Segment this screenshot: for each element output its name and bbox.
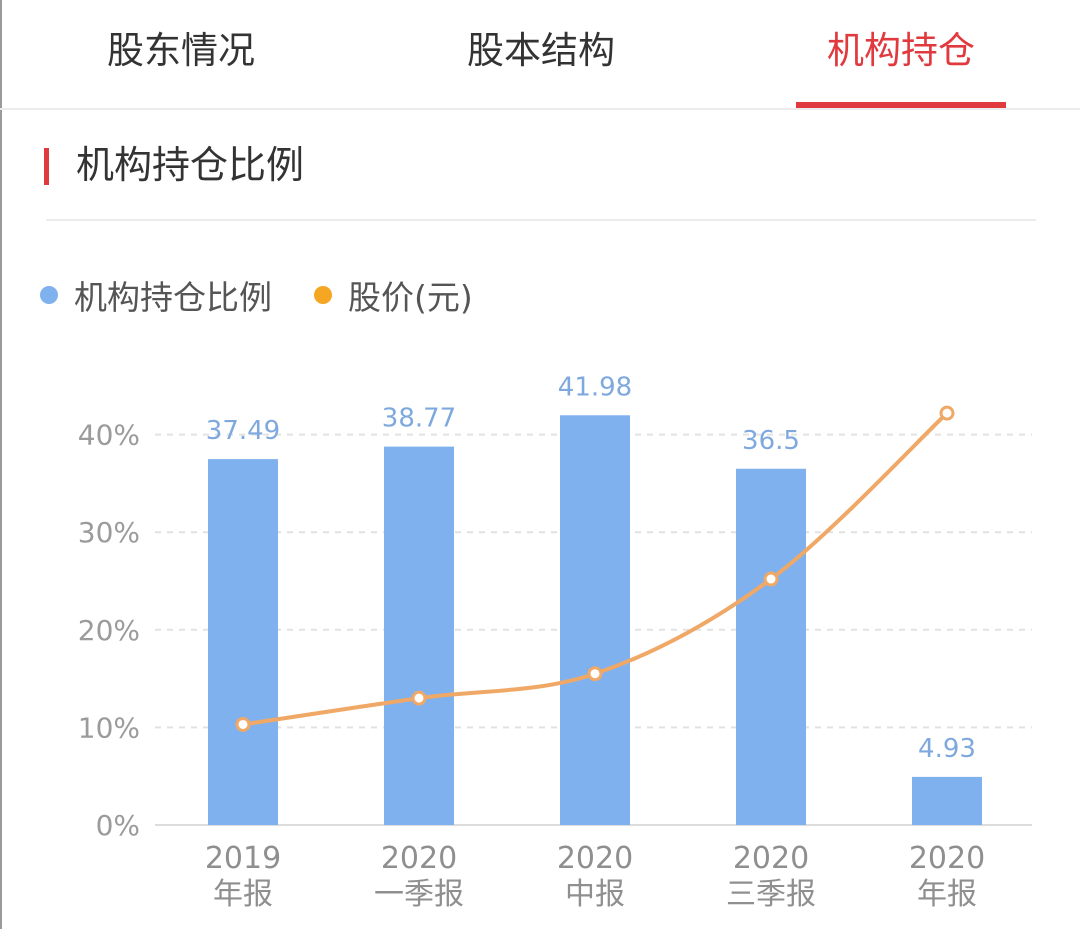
price-point	[235, 716, 251, 732]
price-point	[939, 405, 955, 421]
price-point	[411, 690, 427, 706]
y-tick-label: 20%	[78, 614, 140, 647]
section-header: 机构持仓比例	[0, 120, 1080, 220]
x-category-year: 2020	[733, 841, 809, 876]
legend-dot-holding-ratio	[40, 286, 58, 304]
bar	[560, 415, 630, 825]
section-divider	[46, 219, 1036, 221]
tab-share-structure[interactable]: 股本结构	[467, 29, 615, 72]
legend-label-holding-ratio: 机构持仓比例	[74, 278, 272, 317]
tab-institutional-holdings[interactable]: 机构持仓	[827, 29, 975, 72]
y-tick-label: 0%	[96, 809, 140, 842]
bar-value-label: 36.5	[742, 426, 800, 456]
x-category-period: 年报	[917, 877, 977, 912]
price-point	[587, 666, 603, 682]
legend-label-stock-price: 股价(元)	[348, 278, 473, 317]
left-edge-divider	[0, 0, 2, 929]
y-tick-label: 40%	[78, 419, 140, 452]
legend-dot-stock-price	[314, 286, 332, 304]
x-category-year: 2020	[557, 841, 633, 876]
bar	[736, 468, 806, 825]
x-category-period: 三季报	[726, 877, 816, 912]
bar	[208, 459, 278, 825]
section-accent-bar	[44, 148, 49, 185]
y-tick-label: 30%	[78, 516, 140, 549]
bar	[912, 776, 982, 825]
x-category-period: 中报	[565, 877, 625, 912]
chart-legend: 机构持仓比例 股价(元)	[40, 268, 515, 322]
section-title: 机构持仓比例	[76, 143, 305, 187]
legend-item-stock-price[interactable]: 股价(元)	[314, 271, 473, 319]
x-category-year: 2019	[205, 841, 281, 876]
bar-value-label: 38.77	[382, 404, 456, 434]
tab-shareholders[interactable]: 股东情况	[107, 29, 255, 72]
x-category-year: 2020	[381, 841, 457, 876]
x-category-period: 一季报	[374, 877, 464, 912]
price-point	[763, 571, 779, 587]
legend-item-holding-ratio[interactable]: 机构持仓比例	[40, 271, 272, 319]
y-tick-label: 10%	[78, 711, 140, 744]
bar-value-label: 41.98	[558, 372, 632, 402]
bar	[384, 446, 454, 825]
x-category-period: 年报	[213, 877, 273, 912]
bar-value-label: 4.93	[918, 734, 976, 764]
bar-value-label: 37.49	[206, 416, 280, 446]
active-tab-indicator	[796, 102, 1006, 108]
tab-bar: 股东情况 股本结构 机构持仓	[0, 0, 1080, 110]
x-category-year: 2020	[909, 841, 985, 876]
